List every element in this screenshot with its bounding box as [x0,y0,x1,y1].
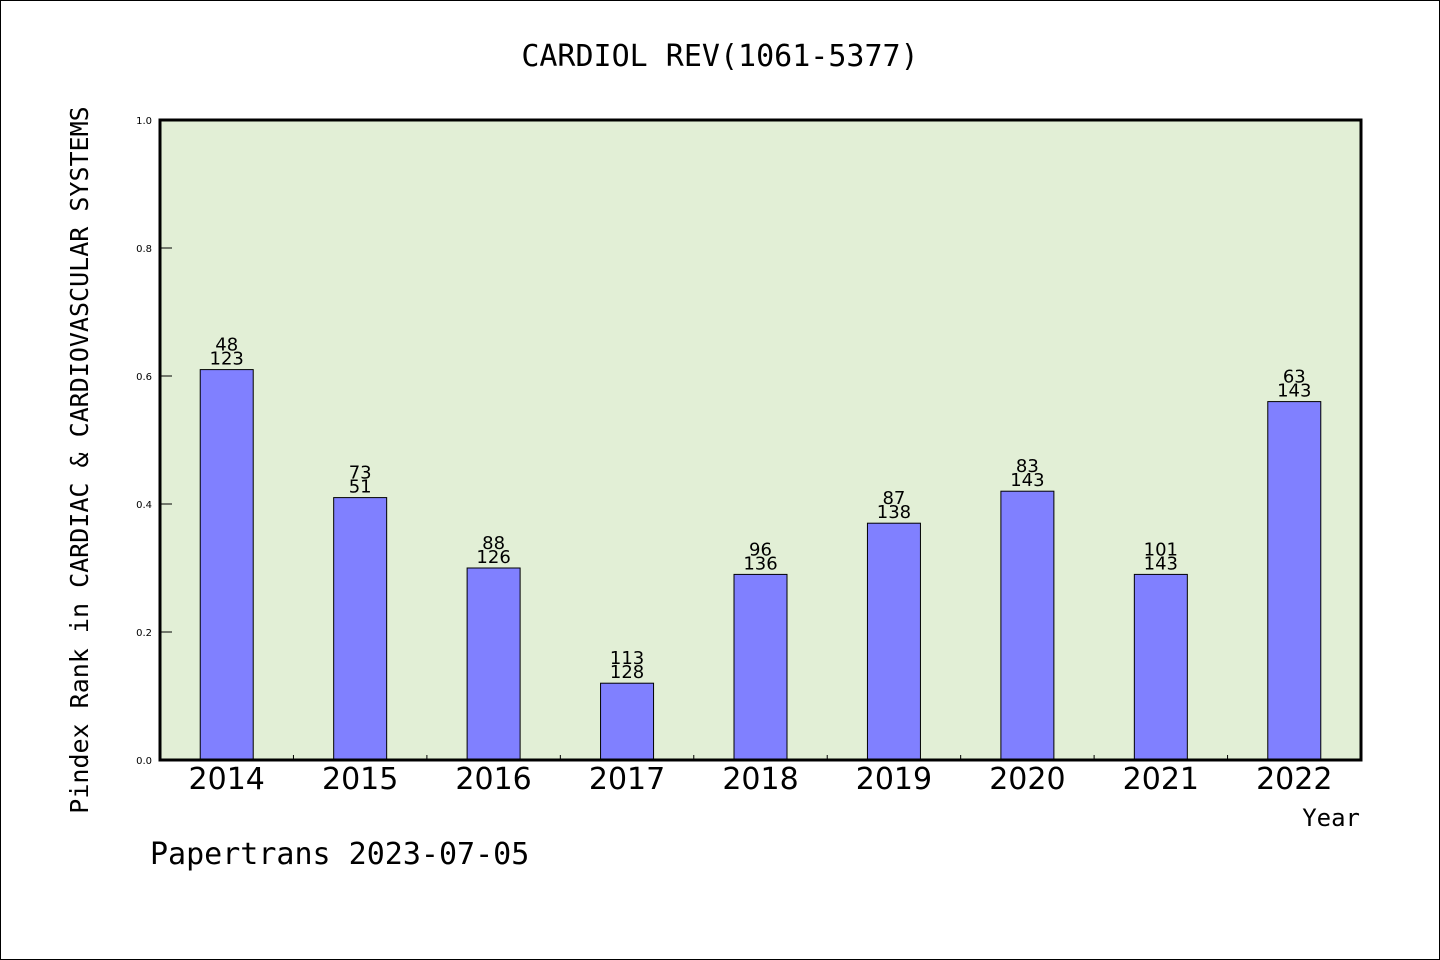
data-label-top: 101 [1144,539,1178,560]
bar-2017 [600,682,655,761]
data-label-top: 48 [215,335,238,356]
data-label-bottom: 143 [1010,470,1044,491]
data-label-top: 96 [749,539,772,560]
x-tick-label: 2020 [989,762,1065,797]
data-label-bottom: 143 [1277,381,1311,402]
data-label-top: 83 [1016,456,1039,477]
chart-title: CARDIOL REV(1061-5377) [521,39,918,74]
bar-2022 [1267,401,1322,761]
x-tick-label: 2017 [589,762,665,797]
bar-2019 [866,522,921,761]
data-label-top: 113 [610,648,644,669]
data-label-top: 88 [482,533,505,554]
data-label-bottom: 51 [349,477,372,498]
bar-2021 [1133,573,1188,761]
data-label-bottom: 123 [210,349,244,370]
data-label-bottom: 136 [743,553,777,574]
x-ticks-group: 2014 2015 2016 2017 2018 2019 2020 2021 2022 [189,755,1332,797]
data-label-top: 73 [349,463,372,484]
x-tick-label: 2016 [455,762,531,797]
x-tick-label: 2019 [856,762,932,797]
bar-2018 [733,573,788,761]
x-tick-label: 2014 [189,762,265,797]
data-label-top: 87 [882,488,905,509]
y-axis-label: Pindex Rank in CARDIAC & CARDIOVASCULAR … [65,106,94,813]
data-label-bottom: 128 [610,662,644,683]
footer-text: Papertrans 2023-07-05 [150,837,529,872]
data-label-top: 63 [1283,367,1306,388]
plot-border [158,118,1363,762]
bar-2015 [333,497,388,761]
y-tick-label: 0.6 [136,372,152,383]
y-tick-label: 0.0 [136,756,152,767]
y-tick-label: 0.8 [136,244,152,255]
data-label-bottom: 126 [476,547,510,568]
bars-group: 4812373518812611312896136871388314310114… [199,335,1322,761]
data-label-bottom: 138 [877,502,911,523]
x-tick-label: 2021 [1123,762,1199,797]
data-label-bottom: 143 [1144,553,1178,574]
x-tick-label: 2015 [322,762,398,797]
x-tick-label: 2018 [722,762,798,797]
y-tick-label: 0.4 [136,500,152,511]
y-tick-label: 1.0 [136,116,152,127]
bar-2014 [199,369,254,761]
bar-2020 [1000,490,1055,761]
x-tick-label: 2022 [1256,762,1332,797]
bar-2016 [466,567,521,761]
y-tick-label: 0.2 [136,628,152,639]
x-axis-label: Year [1302,804,1360,832]
